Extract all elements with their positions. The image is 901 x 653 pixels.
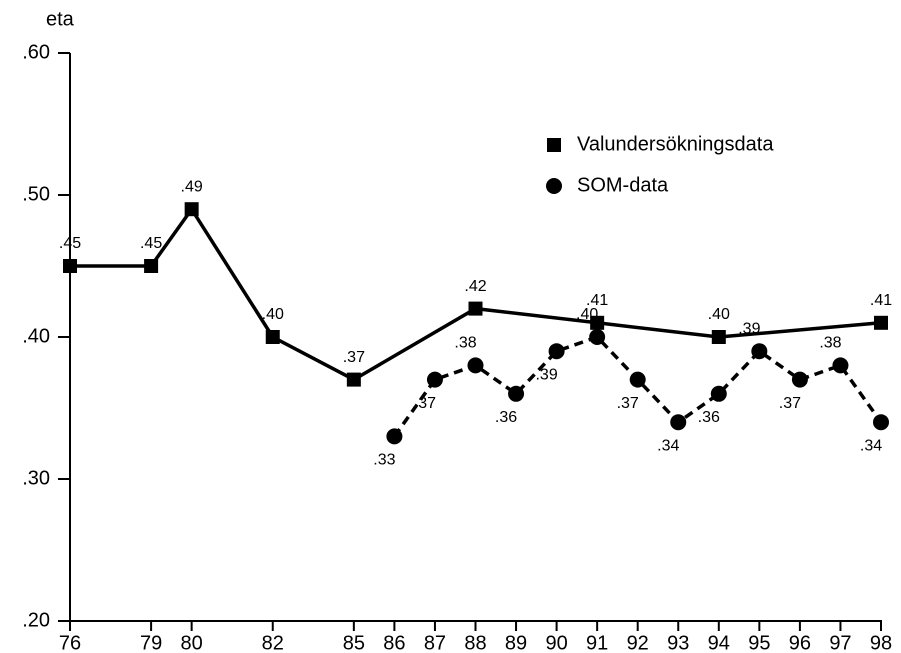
value-label: .42 bbox=[464, 278, 486, 295]
marker bbox=[184, 202, 199, 217]
marker bbox=[832, 357, 849, 374]
marker bbox=[548, 343, 565, 360]
marker bbox=[346, 372, 361, 387]
value-label: .40 bbox=[576, 306, 598, 323]
value-label: .37 bbox=[779, 395, 801, 412]
value-label: .45 bbox=[59, 235, 81, 252]
marker bbox=[710, 385, 727, 402]
y-tick-label: .40 bbox=[22, 325, 50, 347]
legend-label: Valundersökningsdata bbox=[577, 133, 774, 155]
x-tick-label: 86 bbox=[383, 632, 405, 653]
marker bbox=[144, 259, 159, 273]
marker bbox=[590, 315, 605, 330]
value-label: .39 bbox=[738, 320, 760, 337]
marker bbox=[265, 330, 280, 344]
x-tick-label: 94 bbox=[708, 632, 730, 653]
x-tick-label: 89 bbox=[505, 632, 527, 653]
x-tick-label: 90 bbox=[545, 632, 567, 653]
value-label: .41 bbox=[870, 292, 892, 309]
y-tick-label: .30 bbox=[22, 467, 50, 489]
value-label: .45 bbox=[140, 235, 162, 252]
marker bbox=[426, 371, 443, 388]
x-tick-label: 95 bbox=[748, 632, 770, 653]
value-label: .40 bbox=[708, 306, 730, 323]
marker bbox=[508, 385, 525, 402]
x-tick-label: 96 bbox=[789, 632, 811, 653]
legend-marker bbox=[547, 138, 561, 152]
x-tick-label: 82 bbox=[262, 632, 284, 653]
value-label: .41 bbox=[586, 292, 608, 309]
x-tick-label: 97 bbox=[829, 632, 851, 653]
x-tick-label: 76 bbox=[59, 632, 81, 653]
x-tick-label: 85 bbox=[343, 632, 365, 653]
marker bbox=[63, 259, 77, 273]
x-tick-label: 80 bbox=[181, 632, 203, 653]
value-label: .37 bbox=[617, 395, 639, 412]
x-tick-label: 98 bbox=[870, 632, 892, 653]
marker bbox=[467, 357, 484, 374]
value-label: .40 bbox=[262, 306, 284, 323]
marker bbox=[711, 330, 726, 344]
marker bbox=[751, 343, 768, 360]
x-tick-label: 93 bbox=[667, 632, 689, 653]
value-label: .37 bbox=[414, 395, 436, 412]
y-tick-label: .20 bbox=[22, 609, 50, 631]
value-label: .34 bbox=[657, 437, 679, 454]
legend-label: SOM-data bbox=[577, 174, 669, 196]
x-tick-label: 91 bbox=[586, 632, 608, 653]
value-label: .39 bbox=[535, 366, 557, 383]
y-axis-label: eta bbox=[46, 8, 75, 30]
x-tick-label: 88 bbox=[464, 632, 486, 653]
x-tick-label: 87 bbox=[424, 632, 446, 653]
marker bbox=[873, 414, 889, 431]
value-label: .33 bbox=[373, 452, 395, 469]
value-label: .34 bbox=[860, 437, 882, 454]
value-label: .49 bbox=[181, 178, 203, 195]
marker bbox=[629, 371, 646, 388]
x-tick-label: 92 bbox=[627, 632, 649, 653]
value-label: .36 bbox=[698, 409, 720, 426]
x-tick-label: 79 bbox=[140, 632, 162, 653]
value-label: .36 bbox=[495, 409, 517, 426]
value-label: .38 bbox=[454, 335, 476, 352]
marker bbox=[874, 315, 888, 330]
legend-marker bbox=[546, 178, 562, 194]
y-tick-label: .50 bbox=[22, 183, 50, 205]
value-label: .37 bbox=[343, 349, 365, 366]
marker bbox=[468, 301, 483, 316]
y-tick-label: .60 bbox=[22, 41, 50, 63]
marker bbox=[791, 371, 808, 388]
value-label: .38 bbox=[819, 335, 841, 352]
marker bbox=[386, 428, 403, 445]
marker bbox=[589, 329, 606, 345]
marker bbox=[670, 414, 687, 431]
